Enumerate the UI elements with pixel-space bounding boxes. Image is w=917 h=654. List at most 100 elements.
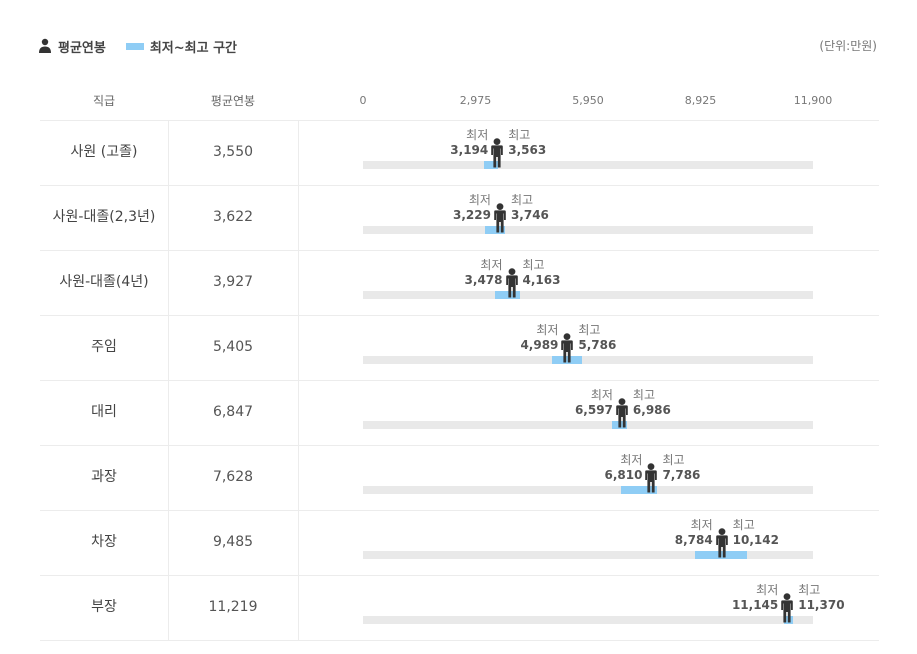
avg-person-marker (559, 333, 575, 363)
min-label: 최저 6,597 (575, 388, 613, 418)
header-grade: 직급 (92, 94, 116, 108)
table-row: 사원-대졸(2,3년) 3,622 최저 3,229 최고 3,746 (40, 185, 879, 251)
max-value: 4,163 (522, 273, 561, 287)
max-label: 최고 4,163 (523, 258, 561, 288)
table-row: 사원-대졸(4년) 3,927 최저 3,478 최고 4,163 (40, 250, 879, 316)
avg-salary-cell: 9,485 (168, 510, 299, 575)
min-label: 최저 8,784 (675, 518, 713, 548)
avg-person-marker (504, 268, 520, 298)
avg-salary-cell: 3,622 (168, 185, 299, 250)
range-bar (483, 161, 498, 169)
range-track (363, 356, 813, 364)
max-value: 11,370 (798, 598, 845, 612)
header-avg: 평균연봉 (210, 94, 256, 108)
table-row: 대리 6,847 최저 6,597 최고 6,986 (40, 380, 879, 446)
min-word: 최저 (590, 388, 613, 402)
range-bar (620, 486, 658, 494)
min-value: 8,784 (674, 533, 713, 547)
max-label: 최고 3,563 (508, 128, 546, 158)
min-value: 11,145 (731, 598, 779, 612)
min-label: 최저 3,194 (450, 128, 488, 158)
min-value: 6,597 (574, 403, 613, 417)
min-value: 6,810 (604, 468, 643, 482)
grade-cell: 사원-대졸(4년) (40, 250, 169, 315)
table-row: 차장 9,485 최저 8,784 최고 10,142 (40, 510, 879, 576)
min-label: 최저 3,229 (453, 193, 491, 223)
avg-person-marker (614, 398, 630, 428)
x-tick-label: 0 (359, 94, 367, 107)
min-value: 3,194 (450, 143, 489, 157)
table-row: 사원 (고졸) 3,550 최저 3,194 최고 3,563 (40, 120, 879, 186)
table-row: 주임 5,405 최저 4,989 최고 5,786 (40, 315, 879, 381)
range-bar (551, 356, 582, 364)
max-word: 최고 (578, 323, 601, 337)
legend-avg-label: 평균연봉 (58, 40, 106, 56)
avg-salary-cell: 11,219 (168, 575, 299, 640)
legend-range-label: 최저~최고 구간 (149, 40, 238, 56)
range-bar (485, 226, 505, 234)
avg-salary-cell: 5,405 (168, 315, 299, 380)
max-label: 최고 10,142 (733, 518, 779, 548)
max-value: 5,786 (578, 338, 617, 352)
min-word: 최저 (468, 193, 491, 207)
person-icon (39, 38, 51, 53)
range-track (363, 486, 813, 494)
table-header: 직급 평균연봉 0 2,975 5,950 8,925 11,900 (40, 84, 879, 121)
grade-cell: 사원-대졸(2,3년) (40, 185, 169, 250)
avg-salary-cell: 3,550 (168, 120, 299, 185)
min-label: 최저 6,810 (605, 453, 643, 483)
min-label: 최저 3,478 (465, 258, 503, 288)
grade-cell: 대리 (40, 380, 169, 445)
grade-cell: 부장 (40, 575, 169, 640)
x-tick-label: 11,900 (793, 94, 833, 107)
min-word: 최저 (690, 518, 713, 532)
avg-salary-cell: 6,847 (168, 380, 299, 445)
min-value: 4,989 (520, 338, 559, 352)
max-word: 최고 (732, 518, 755, 532)
grade-cell: 차장 (40, 510, 169, 575)
range-track (363, 161, 813, 169)
max-value: 3,746 (510, 208, 549, 222)
max-label: 최고 5,786 (578, 323, 616, 353)
table-row: 부장 11,219 최저 11,145 최고 11,370 (40, 575, 879, 641)
max-label: 최고 11,370 (798, 583, 844, 613)
max-word: 최고 (508, 128, 531, 142)
max-word: 최고 (798, 583, 821, 597)
avg-salary-cell: 7,628 (168, 445, 299, 510)
min-word: 최저 (756, 583, 779, 597)
avg-salary-cell: 3,927 (168, 250, 299, 315)
avg-person-marker (714, 528, 730, 558)
max-word: 최고 (662, 453, 685, 467)
min-word: 최저 (536, 323, 559, 337)
table-row: 과장 7,628 최저 6,810 최고 7,786 (40, 445, 879, 511)
range-track (363, 551, 813, 559)
min-word: 최저 (466, 128, 489, 142)
max-word: 최고 (510, 193, 534, 207)
min-label: 최저 4,989 (520, 323, 558, 353)
min-value: 3,478 (464, 273, 503, 287)
avg-person-marker (643, 463, 659, 493)
grade-cell: 사원 (고졸) (40, 120, 169, 185)
avg-person-marker (492, 203, 508, 233)
min-word: 최저 (620, 453, 643, 467)
min-word: 최저 (480, 258, 503, 272)
max-label: 최고 6,986 (633, 388, 671, 418)
max-label: 최고 7,786 (662, 453, 700, 483)
legend: 평균연봉 최저~최고 구간 (38, 36, 237, 56)
max-value: 6,986 (632, 403, 671, 417)
max-word: 최고 (632, 388, 655, 402)
max-label: 최고 3,746 (511, 193, 549, 223)
max-value: 7,786 (662, 468, 701, 482)
max-value: 3,563 (508, 143, 547, 157)
x-tick-label: 2,975 (459, 94, 492, 107)
min-value: 3,229 (453, 208, 491, 222)
legend-range-swatch (125, 42, 144, 50)
avg-person-marker (779, 593, 795, 623)
x-tick-label: 8,925 (684, 94, 717, 107)
grade-cell: 과장 (40, 445, 169, 510)
max-value: 10,142 (732, 533, 779, 547)
min-label: 최저 11,145 (732, 583, 778, 613)
grade-cell: 주임 (40, 315, 169, 380)
avg-person-marker (489, 138, 505, 168)
range-track (363, 226, 813, 234)
